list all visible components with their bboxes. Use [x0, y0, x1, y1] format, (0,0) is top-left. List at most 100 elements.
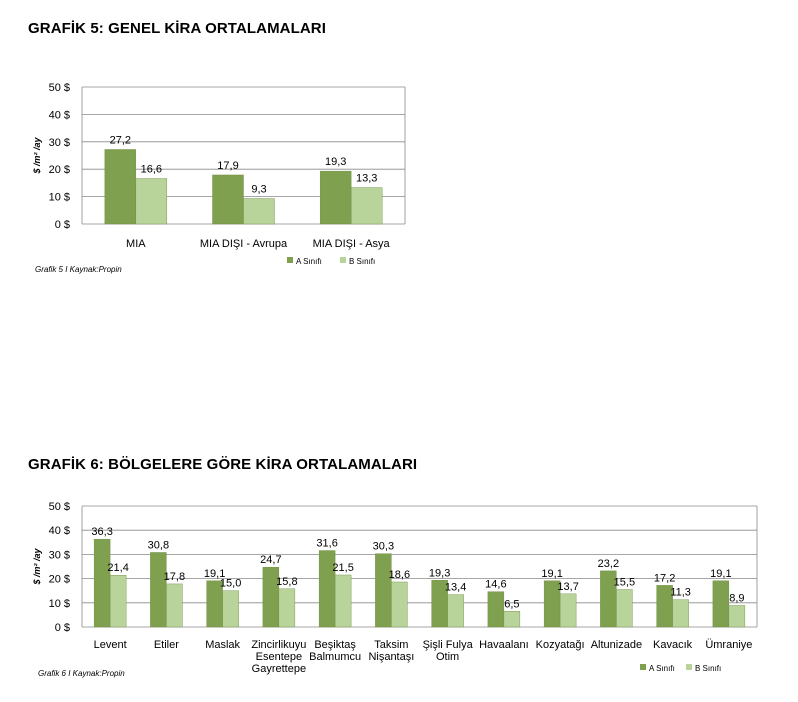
data-label: 19,1 [204, 568, 225, 580]
data-label: 15,0 [220, 578, 241, 590]
bar-a [212, 174, 244, 225]
bar-b [559, 593, 577, 628]
data-label: 18,6 [389, 569, 410, 581]
chart-title-grafik5: GRAFİK 5: GENEL KİRA ORTALAMALARI [28, 20, 327, 37]
category-label: MIA DIŞI - Avrupa [200, 238, 288, 250]
data-label: 36,3 [91, 526, 112, 538]
bar-b [166, 583, 183, 628]
bar-b [447, 594, 464, 628]
legend-swatch [640, 664, 646, 670]
category-label: Gayrettepe [252, 663, 306, 675]
y-tick-label: 10 $ [49, 192, 70, 204]
y-axis-label: $ /m² /ay [32, 548, 42, 586]
category-label: Ümraniye [705, 639, 752, 651]
chart-title-grafik6: GRAFİK 6: BÖLGELERE GÖRE KİRA ORTALAMALA… [28, 456, 418, 473]
bar-a [487, 591, 505, 628]
y-axis-label: $ /m² /ay [32, 137, 42, 175]
legend-swatch [287, 257, 293, 263]
category-label: Havaalanı [479, 639, 529, 651]
data-label: 6,5 [504, 598, 519, 610]
data-label: 19,1 [710, 568, 731, 580]
data-label: 13,3 [356, 173, 377, 185]
category-label: Kavacık [653, 639, 693, 651]
data-label: 19,3 [429, 567, 450, 579]
bar-a [93, 538, 111, 628]
y-tick-label: 0 $ [55, 622, 70, 634]
category-label: Taksim [374, 639, 408, 651]
bar-b [391, 581, 408, 628]
bar-b [109, 575, 127, 628]
bar-b [243, 198, 275, 225]
bar-b [503, 611, 521, 628]
data-label: 30,3 [373, 541, 394, 553]
category-label: Beşiktaş [314, 639, 356, 651]
data-label: 15,8 [276, 576, 297, 588]
bar-b [135, 178, 168, 225]
chart-grafik6: 0 $ 10 $ 20 $ 30 $ 40 $ 50 $ $ /m² /ay 36,3 21,4… [32, 501, 758, 675]
category-label: Levent [94, 639, 127, 651]
data-label: 16,6 [141, 164, 162, 176]
chart-caption-grafik6: Grafik 6 I Kaynak:Propin [38, 669, 125, 678]
y-tick-label: 30 $ [49, 549, 70, 561]
category-label: Kozyatağı [536, 639, 585, 651]
chart-grafik5: 0 $ 10 $ 20 $ 30 $ 40 $ 50 $ $ /m² /ay 27,2 16,6… [32, 82, 406, 266]
category-label: Nişantaşı [368, 651, 414, 663]
bar-b [728, 605, 746, 628]
bar-b [334, 574, 352, 628]
data-label: 15,5 [614, 576, 635, 588]
bar-a [104, 149, 137, 225]
y-tick-label: 40 $ [49, 109, 70, 121]
category-label: Zincirlikuyu [251, 639, 306, 651]
category-label: Balmumcu [309, 651, 361, 663]
bar-a [319, 170, 352, 225]
data-label: 8,9 [729, 592, 744, 604]
y-tick-label: 50 $ [49, 82, 70, 94]
y-tick-label: 30 $ [49, 137, 70, 149]
legend-swatch [686, 664, 692, 670]
y-tick-label: 20 $ [49, 164, 70, 176]
data-label: 13,7 [557, 581, 578, 593]
legend-label: B Sınıfı [349, 257, 375, 266]
category-label: Maslak [205, 639, 240, 651]
data-label: 11,3 [670, 587, 691, 599]
data-label: 19,3 [325, 156, 346, 168]
legend-label: A Sınıfı [296, 257, 322, 266]
category-label: MIA DIŞI - Asya [313, 238, 391, 250]
bar-a [150, 552, 167, 628]
y-tick-label: 10 $ [49, 598, 70, 610]
data-label: 30,8 [148, 539, 169, 551]
data-label: 17,2 [654, 572, 675, 584]
data-label: 31,6 [316, 538, 337, 550]
bar-b [278, 588, 296, 628]
y-tick-label: 40 $ [49, 525, 70, 537]
data-label: 21,5 [332, 562, 353, 574]
data-label: 14,6 [485, 579, 506, 591]
legend-swatch [340, 257, 346, 263]
y-tick-label: 20 $ [49, 574, 70, 586]
category-label: Etiler [154, 639, 179, 651]
chart-caption-grafik5: Grafik 5 I Kaynak:Propin [35, 265, 122, 274]
data-label: 21,4 [107, 562, 128, 574]
data-label: 24,7 [260, 554, 281, 566]
data-label: 13,4 [445, 582, 466, 594]
data-label: 27,2 [110, 134, 131, 146]
category-label: Otim [436, 651, 459, 663]
data-label: 23,2 [598, 558, 619, 570]
category-label: Altunizade [591, 639, 642, 651]
bar-b [350, 187, 383, 225]
legend-label: B Sınıfı [695, 664, 721, 673]
data-label: 19,1 [541, 568, 562, 580]
data-label: 17,9 [217, 160, 238, 172]
legend-label: A Sınıfı [649, 664, 675, 673]
bar-b [672, 599, 689, 628]
bar-a [712, 580, 730, 628]
category-label: Şişli Fulya [423, 639, 474, 651]
bar-a [375, 553, 392, 628]
data-label: 9,3 [251, 184, 266, 196]
category-label: Esentepe [256, 651, 302, 663]
bar-b [222, 590, 239, 628]
y-tick-label: 50 $ [49, 501, 70, 513]
category-label: MIA [126, 238, 146, 250]
data-label: 17,8 [164, 571, 185, 583]
